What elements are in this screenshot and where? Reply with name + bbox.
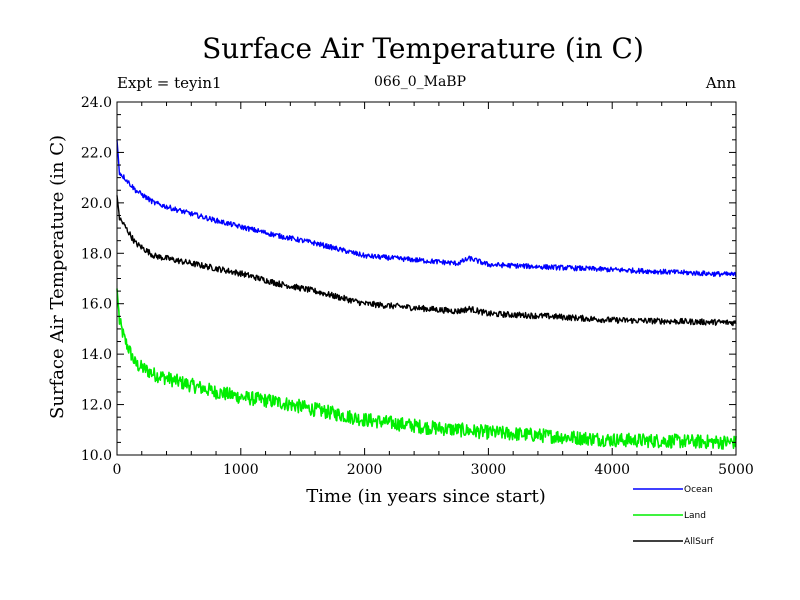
series-line-ocean <box>116 139 737 278</box>
x-axis-label: Time (in years since start) <box>306 486 546 507</box>
season-label: Ann <box>705 74 736 92</box>
y-axis-label: Surface Air Temperature (in C) <box>47 135 68 419</box>
y-tick-label: 16.0 <box>81 297 112 313</box>
series-layer <box>116 139 737 450</box>
x-tick-label: 1000 <box>223 462 259 478</box>
legend-label-land: Land <box>684 511 706 521</box>
legend: Ocean Land AllSurf <box>633 485 714 547</box>
chart-title: Surface Air Temperature (in C) <box>202 32 644 65</box>
x-tick-label: 5000 <box>718 462 754 478</box>
x-tick-label: 2000 <box>347 462 383 478</box>
y-tick-label: 22.0 <box>81 145 112 161</box>
legend-label-allsurf: AllSurf <box>684 537 714 547</box>
series-line-land <box>116 288 737 450</box>
x-tick-label: 0 <box>113 462 122 478</box>
y-tick-label: 12.0 <box>81 398 112 414</box>
tick-layer: 0 1000 2000 3000 4000 5000 10.0 12.0 14.0 16.0 18.… <box>81 95 754 478</box>
y-tick-label: 10.0 <box>81 448 112 464</box>
legend-label-ocean: Ocean <box>684 485 713 495</box>
y-tick-label: 20.0 <box>81 196 112 212</box>
plot-frame <box>116 101 737 456</box>
y-tick-label: 18.0 <box>81 246 112 262</box>
series-line-allsurf <box>116 195 737 327</box>
period-label: 066_0_MaBP <box>374 74 466 90</box>
y-tick-label: 24.0 <box>81 95 112 111</box>
x-tick-label: 4000 <box>594 462 630 478</box>
x-tick-label: 3000 <box>471 462 507 478</box>
experiment-label: Expt = teyin1 <box>117 74 222 92</box>
y-tick-label: 14.0 <box>81 347 112 363</box>
